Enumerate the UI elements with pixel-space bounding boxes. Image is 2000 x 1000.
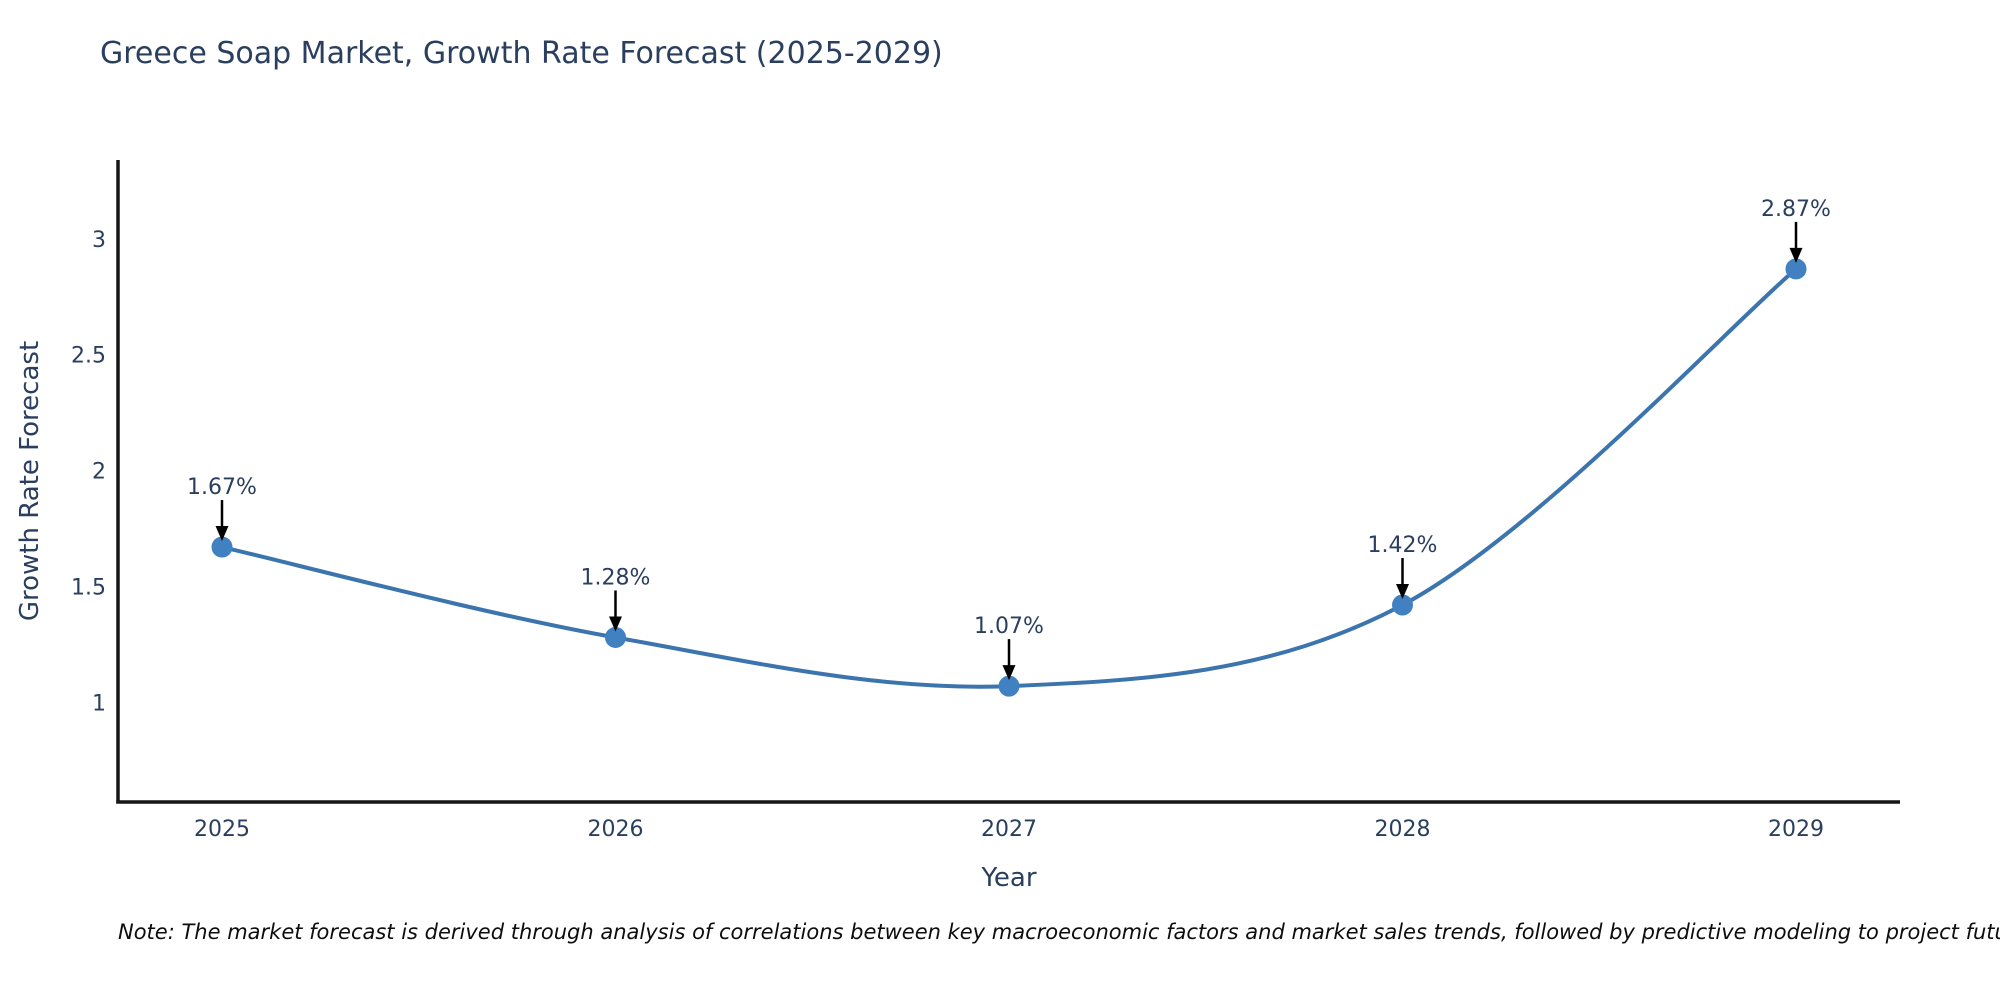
data-point-2029 xyxy=(1785,258,1807,280)
annotation-arrowhead-2025 xyxy=(215,526,229,542)
point-value-label-2025: 1.67% xyxy=(187,475,257,500)
y-tick-3: 3 xyxy=(92,228,106,253)
x-tick-2028: 2028 xyxy=(1375,817,1431,842)
data-point-2025 xyxy=(211,536,233,558)
annotation-arrowhead-2026 xyxy=(609,616,622,632)
x-tick-2029: 2029 xyxy=(1768,817,1824,842)
x-axis-title: Year xyxy=(980,863,1036,893)
y-axis-tick-labels: 1 1.5 2 2.5 3 xyxy=(71,228,106,717)
x-tick-2025: 2025 xyxy=(194,817,250,842)
annotation-labels: 1.67% 1.28% 1.07% 1.42% 2.87% xyxy=(187,197,1831,639)
y-tick-1.5: 1.5 xyxy=(71,575,106,600)
x-tick-2026: 2026 xyxy=(588,817,644,842)
point-value-label-2027: 1.07% xyxy=(974,614,1044,639)
y-tick-2.5: 2.5 xyxy=(71,344,106,369)
x-axis-tick-labels: 2025 2026 2027 2028 2029 xyxy=(194,817,1824,842)
y-tick-1: 1 xyxy=(92,691,106,716)
annotation-arrows xyxy=(215,221,1803,681)
chart-title: Greece Soap Market, Growth Rate Forecast… xyxy=(100,36,943,71)
y-axis-title: Growth Rate Forecast xyxy=(15,341,45,621)
data-point-2026 xyxy=(605,626,626,648)
x-tick-2027: 2027 xyxy=(981,817,1037,842)
data-point-markers xyxy=(211,258,1807,697)
annotation-arrowhead-2028 xyxy=(1396,583,1409,599)
point-value-label-2028: 1.42% xyxy=(1368,533,1438,558)
footnote: Note: The market forecast is derived thr… xyxy=(118,920,2000,944)
data-point-2027 xyxy=(998,675,1020,697)
y-tick-2: 2 xyxy=(92,460,106,485)
annotation-arrowhead-2027 xyxy=(1002,665,1016,681)
annotation-arrowhead-2029 xyxy=(1789,247,1803,263)
point-value-label-2026: 1.28% xyxy=(581,565,651,590)
data-point-2028 xyxy=(1392,594,1413,616)
point-value-label-2029: 2.87% xyxy=(1761,197,1831,222)
